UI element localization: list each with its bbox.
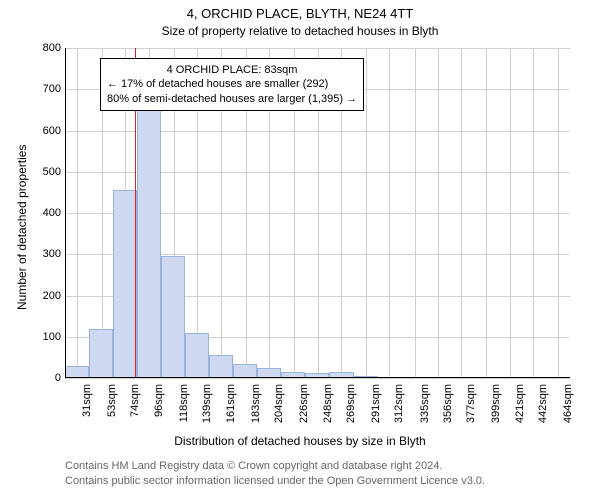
gridline-vertical <box>366 48 367 378</box>
y-tick-label: 400 <box>33 207 61 219</box>
y-tick-label: 100 <box>33 331 61 343</box>
x-tick-label: 74sqm <box>129 384 141 417</box>
info-box-line-1: 4 ORCHID PLACE: 83sqm <box>107 63 357 77</box>
x-tick-label: 356sqm <box>442 384 454 423</box>
gridline-vertical <box>415 48 416 378</box>
histogram-bar <box>209 355 233 378</box>
histogram-bar <box>113 190 137 378</box>
x-tick-label: 139sqm <box>201 384 213 423</box>
gridline-vertical <box>438 48 439 378</box>
x-tick-label: 464sqm <box>562 384 574 423</box>
x-tick-label: 442sqm <box>537 384 549 423</box>
x-tick-label: 204sqm <box>273 384 285 423</box>
histogram-bar <box>89 329 113 379</box>
chart-title: 4, ORCHID PLACE, BLYTH, NE24 4TT <box>0 6 600 21</box>
x-tick-label: 118sqm <box>178 384 190 422</box>
caption-line-2: Contains public sector information licen… <box>65 475 485 487</box>
x-tick-label: 183sqm <box>250 384 262 423</box>
y-tick-label: 500 <box>33 166 61 178</box>
gridline-vertical <box>389 48 390 378</box>
y-tick-label: 600 <box>33 125 61 137</box>
gridline-vertical <box>558 48 559 378</box>
x-tick-label: 291sqm <box>370 384 382 423</box>
x-tick-label: 421sqm <box>514 384 526 423</box>
x-tick-label: 312sqm <box>393 384 405 423</box>
x-tick-label: 226sqm <box>298 384 310 423</box>
y-axis-line <box>65 48 66 378</box>
histogram-bar <box>233 364 257 378</box>
info-box-line-3: 80% of semi-detached houses are larger (… <box>107 92 357 106</box>
y-tick-label: 700 <box>33 83 61 95</box>
gridline-vertical <box>77 48 78 378</box>
gridline-vertical <box>510 48 511 378</box>
x-axis-line <box>65 377 570 378</box>
y-tick-label: 200 <box>33 290 61 302</box>
histogram-bar <box>137 89 161 378</box>
y-tick-label: 800 <box>33 42 61 54</box>
x-tick-label: 269sqm <box>345 384 357 423</box>
y-tick-label: 0 <box>33 372 61 384</box>
gridline-vertical <box>461 48 462 378</box>
x-axis-label: Distribution of detached houses by size … <box>0 434 600 448</box>
x-tick-label: 53sqm <box>106 384 118 417</box>
x-tick-label: 377sqm <box>465 384 477 423</box>
gridline-horizontal <box>65 378 570 379</box>
x-tick-label: 161sqm <box>225 384 237 423</box>
y-axis-label: Number of detached properties <box>15 145 29 310</box>
info-box: 4 ORCHID PLACE: 83sqm← 17% of detached h… <box>100 58 364 111</box>
x-tick-label: 96sqm <box>153 384 165 417</box>
histogram-bar <box>161 256 185 378</box>
x-tick-label: 399sqm <box>490 384 502 423</box>
histogram-bar <box>185 333 209 378</box>
x-tick-label: 248sqm <box>322 384 334 423</box>
gridline-vertical <box>533 48 534 378</box>
x-tick-label: 31sqm <box>81 384 93 417</box>
info-box-line-2: ← 17% of detached houses are smaller (29… <box>107 77 357 91</box>
y-tick-label: 300 <box>33 248 61 260</box>
gridline-vertical <box>486 48 487 378</box>
x-tick-label: 335sqm <box>419 384 431 423</box>
chart-subtitle: Size of property relative to detached ho… <box>0 24 600 38</box>
caption-line-1: Contains HM Land Registry data © Crown c… <box>65 460 442 472</box>
